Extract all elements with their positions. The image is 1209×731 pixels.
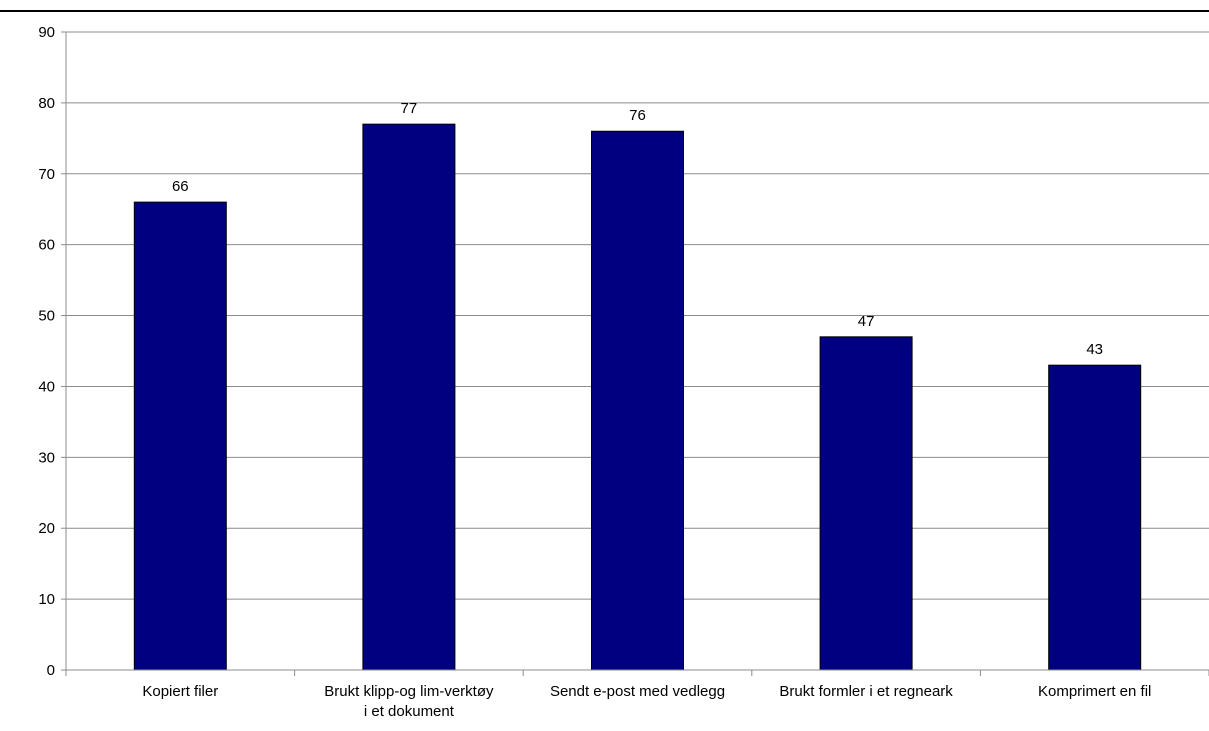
y-tick-label: 20 [38,520,55,537]
y-tick-label: 10 [38,591,55,608]
bar [1048,364,1142,671]
data-label: 77 [401,100,418,117]
y-tick-label: 40 [38,378,55,395]
x-category-label: Komprimert en fil [1038,683,1151,700]
data-label: 66 [172,178,189,195]
x-category-label: Kopiert filer [142,683,218,700]
x-category-label: i et dokument [364,703,455,720]
y-tick-label: 50 [38,308,55,325]
bar [591,130,684,671]
data-label: 76 [629,107,646,124]
y-tick-label: 30 [38,449,55,466]
y-tick-label: 60 [38,237,55,254]
x-category-label: Brukt formler i et regneark [779,683,953,700]
data-label: 47 [858,313,875,330]
x-axis: Kopiert filer Brukt klipp-og lim-verktøy i… [65,669,1209,720]
y-tick-label: 90 [38,24,55,41]
data-label: 43 [1086,341,1103,358]
bars: 66 77 76 47 43 [133,100,1142,671]
y-tick-label: 0 [47,662,55,679]
y-tick-label: 80 [38,95,55,112]
x-category-label: Brukt klipp-og lim-verktøy [324,683,494,700]
y-tick-label: 70 [38,166,55,183]
y-axis: 0 10 20 30 40 50 60 70 80 90 [38,24,67,679]
bar [362,123,456,671]
bar [819,336,913,671]
x-category-label: Sendt e-post med vedlegg [550,683,725,700]
bar [133,201,227,671]
